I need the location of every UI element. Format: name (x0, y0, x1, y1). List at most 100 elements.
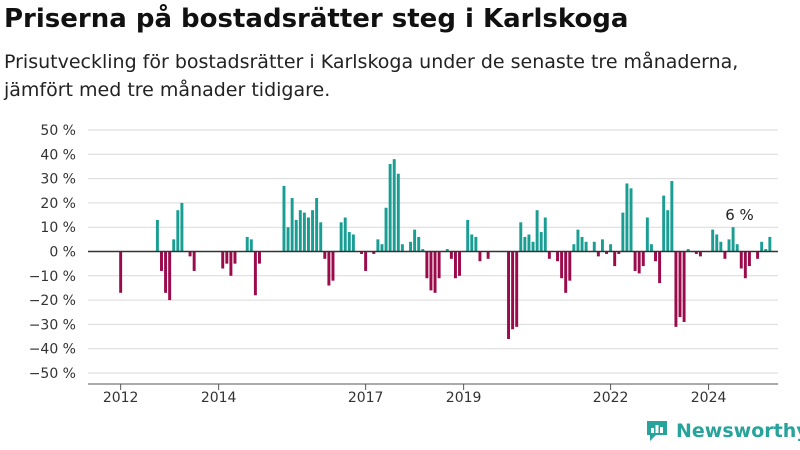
chart-title: Priserna på bostadsrätter steg i Karlsko… (4, 4, 629, 34)
bar (400, 244, 404, 252)
bar (576, 229, 580, 252)
bar (380, 244, 384, 252)
bar (686, 249, 690, 252)
bar (392, 159, 396, 252)
bar (527, 234, 531, 252)
latest-value-annotation: 6 % (725, 206, 754, 224)
bar (515, 251, 519, 327)
bar (739, 251, 743, 269)
bar (413, 229, 417, 252)
bar (164, 251, 168, 293)
bar (445, 249, 449, 252)
bar (327, 251, 331, 286)
x-tick-label: 2017 (348, 390, 384, 406)
bar (727, 239, 731, 252)
bar (539, 232, 543, 252)
bar (290, 198, 294, 252)
chart-subtitle: Prisutveckling för bostadsrätter i Karls… (4, 51, 739, 101)
bar (715, 234, 719, 252)
brand-name: Newsworthy (676, 420, 800, 442)
bar (629, 188, 633, 252)
bar (466, 219, 470, 252)
y-tick-label: 50 % (40, 123, 76, 139)
bar (453, 251, 457, 279)
bar (543, 217, 547, 252)
bar (294, 219, 298, 252)
bar (311, 210, 315, 252)
y-tick-label: 10 % (40, 220, 76, 236)
bar (433, 251, 437, 293)
bar (343, 217, 347, 252)
bar (625, 183, 629, 252)
bar (556, 251, 559, 262)
bar (180, 202, 184, 252)
bar (645, 217, 649, 252)
y-tick-label: −30 % (29, 317, 76, 333)
bar (364, 251, 368, 271)
bar (698, 251, 702, 257)
x-tick-label: 2012 (103, 390, 139, 406)
bar (641, 251, 645, 267)
bar (564, 251, 568, 293)
bar (249, 239, 253, 252)
bar (437, 251, 441, 279)
bar (160, 251, 163, 271)
bar (572, 244, 576, 252)
bar (286, 227, 290, 252)
bar (307, 217, 310, 252)
bar (768, 236, 772, 252)
bar (649, 244, 653, 252)
bar (743, 251, 747, 279)
bar (609, 244, 613, 252)
bar (637, 251, 641, 274)
bar (531, 241, 535, 252)
bar (617, 251, 621, 254)
bar (670, 181, 674, 252)
bar (155, 219, 159, 252)
bar (192, 251, 196, 271)
bar (605, 251, 608, 254)
newsworthy-logo[interactable]: Newsworthy (644, 418, 800, 444)
bar (662, 195, 666, 252)
bar (282, 185, 286, 252)
bar (396, 173, 400, 252)
bar (519, 222, 523, 252)
x-tick-label: 2019 (446, 390, 482, 406)
bar (233, 251, 237, 264)
bar (188, 251, 192, 257)
bar (474, 236, 478, 252)
bar (302, 212, 306, 252)
y-tick-label: 40 % (40, 147, 76, 163)
y-tick-label: −20 % (29, 293, 76, 309)
y-tick-label: 0 % (49, 245, 76, 261)
bar (351, 234, 355, 252)
bar (613, 251, 617, 267)
bar (633, 251, 637, 271)
bar (511, 251, 515, 330)
bar-chart-logo-icon (647, 421, 667, 441)
bar (360, 251, 364, 254)
bar (298, 210, 302, 252)
x-tick-label: 2014 (201, 390, 237, 406)
bar (253, 251, 257, 296)
bar (592, 241, 596, 252)
bar (654, 251, 657, 262)
bar (347, 232, 351, 252)
bar (760, 241, 764, 252)
bar (323, 251, 327, 259)
bar (221, 251, 225, 269)
bar (172, 239, 176, 252)
bar (245, 236, 249, 252)
bar (621, 212, 625, 252)
bar (596, 251, 600, 257)
bar (711, 229, 715, 252)
bar (409, 241, 413, 252)
y-tick-label: 20 % (40, 196, 76, 212)
y-tick-label: −40 % (29, 342, 76, 358)
bar (470, 234, 474, 252)
bar (376, 239, 380, 252)
bar (547, 251, 551, 259)
bar (258, 251, 261, 264)
bar (176, 210, 180, 252)
